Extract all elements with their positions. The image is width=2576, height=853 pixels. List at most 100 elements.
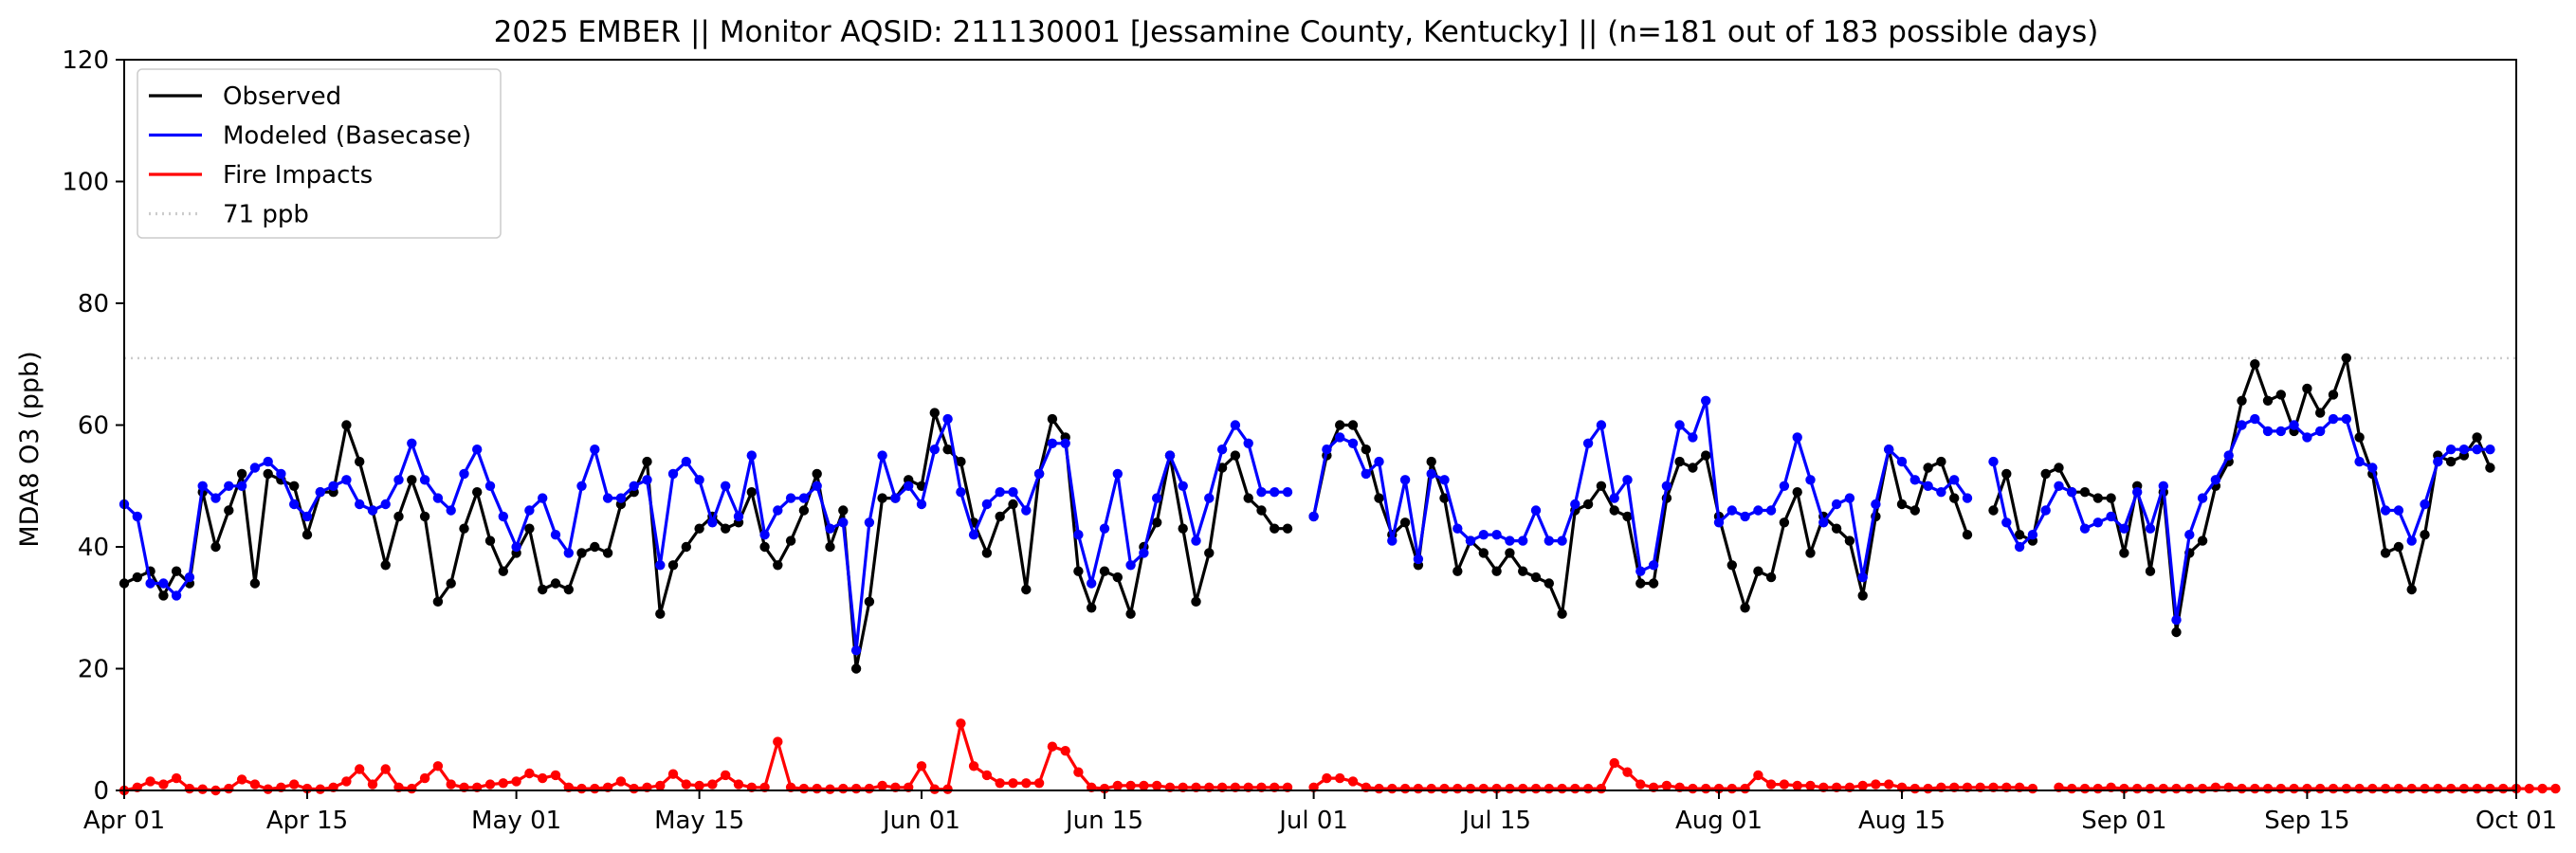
data-point-modeled-basecase	[904, 481, 914, 491]
data-point-observed	[538, 584, 548, 595]
data-point-fire-impacts	[2237, 783, 2247, 794]
data-point-modeled-basecase	[498, 511, 508, 522]
data-point-modeled-basecase	[1936, 487, 1946, 498]
data-point-observed	[995, 511, 1005, 522]
data-point-observed	[1439, 493, 1450, 503]
data-point-modeled-basecase	[1478, 530, 1489, 540]
data-point-modeled-basecase	[681, 456, 691, 467]
data-point-observed	[2054, 463, 2064, 473]
data-point-observed	[1099, 566, 1110, 576]
data-point-modeled-basecase	[929, 445, 940, 455]
data-point-modeled-basecase	[812, 481, 822, 491]
data-point-fire-impacts	[707, 779, 718, 789]
data-point-modeled-basecase	[773, 505, 783, 516]
data-point-fire-impacts	[798, 783, 810, 794]
data-point-modeled-basecase	[2341, 413, 2351, 425]
data-point-fire-impacts	[629, 783, 639, 794]
data-point-observed	[2302, 383, 2312, 394]
data-point-fire-impacts	[446, 779, 456, 789]
data-point-modeled-basecase	[2079, 523, 2091, 534]
data-point-fire-impacts	[1347, 776, 1359, 787]
data-point-observed	[341, 420, 352, 430]
data-point-observed	[667, 560, 679, 571]
data-point-observed	[132, 572, 142, 583]
y-axis-label: MDA8 O3 (ppb)	[15, 351, 45, 547]
data-point-fire-impacts	[407, 783, 417, 794]
data-point-observed	[2106, 493, 2116, 503]
data-point-modeled-basecase	[393, 475, 404, 485]
data-point-modeled-basecase	[2106, 511, 2116, 522]
x-tick-label: Apr 01	[83, 807, 165, 835]
data-point-modeled-basecase	[1518, 535, 1528, 546]
data-point-observed	[1831, 523, 1842, 534]
data-point-observed	[1256, 505, 1267, 516]
data-point-fire-impacts	[2067, 783, 2077, 794]
data-point-modeled-basecase	[224, 481, 234, 491]
data-point-modeled-basecase	[2132, 487, 2143, 498]
data-point-fire-impacts	[2275, 783, 2286, 794]
data-point-fire-impacts	[224, 783, 234, 794]
data-point-observed	[2406, 584, 2417, 595]
data-point-fire-impacts	[812, 783, 822, 794]
data-point-modeled-basecase	[2014, 541, 2025, 553]
data-point-fire-impacts	[1530, 783, 1542, 794]
data-point-modeled-basecase	[1047, 438, 1058, 448]
x-tick-label: Aug 01	[1675, 807, 1763, 835]
data-point-modeled-basecase	[2354, 456, 2365, 467]
data-point-observed	[2262, 395, 2274, 406]
data-point-modeled-basecase	[877, 450, 887, 461]
data-point-fire-impacts	[2262, 783, 2274, 794]
data-point-modeled-basecase	[315, 487, 325, 498]
data-point-observed	[1216, 463, 1228, 473]
data-point-modeled-basecase	[236, 481, 247, 491]
data-point-fire-impacts	[550, 770, 561, 781]
data-point-modeled-basecase	[1230, 420, 1241, 430]
data-point-fire-impacts	[1740, 783, 1750, 794]
data-point-fire-impacts	[1792, 780, 1802, 791]
data-point-fire-impacts	[2380, 783, 2391, 794]
data-point-modeled-basecase	[1270, 487, 1280, 498]
data-point-observed	[1047, 413, 1058, 425]
data-point-fire-impacts	[380, 764, 391, 774]
data-point-fire-impacts	[2158, 783, 2168, 794]
data-point-fire-impacts	[1374, 783, 1384, 794]
data-point-modeled-basecase	[1923, 481, 1933, 491]
data-point-observed	[1792, 487, 1802, 498]
data-point-observed	[1347, 420, 1359, 430]
data-point-observed	[2197, 535, 2208, 546]
data-point-modeled-basecase	[2119, 523, 2129, 534]
data-point-modeled-basecase	[956, 487, 966, 498]
data-point-modeled-basecase	[1557, 535, 1567, 546]
data-point-fire-impacts	[864, 783, 875, 794]
data-point-modeled-basecase	[1701, 395, 1711, 406]
data-point-modeled-basecase	[2315, 426, 2326, 437]
data-point-modeled-basecase	[1570, 499, 1580, 510]
data-point-observed	[1857, 590, 1868, 601]
y-tick-label: 60	[78, 412, 109, 441]
data-point-observed	[1765, 572, 1777, 583]
data-point-fire-impacts	[2171, 783, 2182, 794]
data-point-modeled-basecase	[1243, 438, 1253, 448]
data-point-observed	[1923, 463, 1933, 473]
data-point-observed	[642, 456, 652, 467]
data-point-fire-impacts	[2498, 783, 2509, 794]
data-point-modeled-basecase	[785, 493, 796, 503]
data-point-fire-impacts	[995, 778, 1005, 789]
data-point-modeled-basecase	[1949, 475, 1960, 485]
data-point-modeled-basecase	[1413, 554, 1424, 565]
data-point-observed	[2040, 468, 2051, 480]
data-point-fire-impacts	[1688, 783, 1698, 794]
data-point-fire-impacts	[1413, 783, 1424, 794]
data-point-modeled-basecase	[1779, 481, 1790, 491]
data-point-observed	[563, 584, 574, 595]
data-point-fire-impacts	[2132, 783, 2143, 794]
legend-label-71-ppb: 71 ppb	[223, 201, 309, 229]
data-point-modeled-basecase	[184, 572, 195, 583]
data-point-fire-impacts	[1596, 783, 1607, 794]
data-point-modeled-basecase	[1596, 420, 1607, 430]
data-point-modeled-basecase	[1112, 468, 1124, 480]
data-point-modeled-basecase	[197, 481, 208, 491]
data-point-modeled-basecase	[355, 499, 365, 510]
data-point-modeled-basecase	[2275, 426, 2286, 437]
data-point-fire-impacts	[590, 783, 600, 794]
